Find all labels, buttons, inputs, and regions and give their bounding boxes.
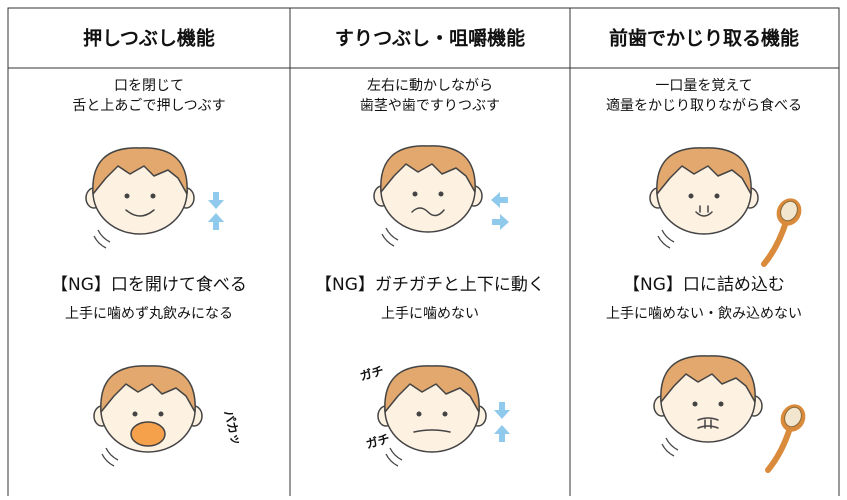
face-illustration <box>93 365 203 467</box>
ng-title: 【NG】口に詰め込む <box>623 275 785 295</box>
sound-effect: パカッ <box>221 409 244 447</box>
eye <box>412 191 418 197</box>
column-header: 前歯でかじり取る機能 <box>609 27 799 50</box>
eye <box>150 193 156 199</box>
eye <box>718 401 724 407</box>
ng-description: 上手に噛めない・飲み込めない <box>606 306 802 322</box>
mouth <box>697 417 719 429</box>
eye <box>692 401 698 407</box>
face-illustration <box>85 147 195 249</box>
mouth <box>411 207 445 217</box>
face-illustration <box>649 147 759 249</box>
hair <box>380 145 476 193</box>
hair <box>656 147 752 195</box>
ng-description: 上手に噛めない <box>381 306 479 322</box>
description-line: 左右に動かしながら <box>367 78 493 94</box>
eye <box>688 193 694 199</box>
arrow-icon <box>208 192 224 209</box>
face-illustration <box>653 355 763 457</box>
description-line: 歯茎や歯ですりつぶす <box>360 98 500 114</box>
motion-lines <box>101 447 119 467</box>
arrow-icon <box>492 214 509 230</box>
hair <box>92 147 188 195</box>
hair <box>100 365 196 413</box>
description-line: 一口量を覚えて <box>655 78 752 94</box>
column-header: 押しつぶし機能 <box>83 27 215 50</box>
eye <box>416 411 422 417</box>
arrow-icon <box>208 213 224 230</box>
sound-effect: ガチ <box>364 431 391 452</box>
ng-title: 【NG】ガチガチと上下に動く <box>315 275 545 295</box>
arrow-icon <box>494 402 510 419</box>
sound-effect: ガチ <box>358 363 385 384</box>
hair <box>384 365 480 413</box>
face-illustration <box>373 145 483 247</box>
arrow-icon <box>494 425 510 442</box>
spoon-handle <box>765 425 793 473</box>
motion-lines <box>657 229 675 249</box>
mouth <box>125 209 155 217</box>
hair <box>660 355 756 403</box>
face-illustration <box>377 365 487 467</box>
description-line: 舌と上あごで押しつぶす <box>72 98 225 114</box>
motion-lines <box>661 437 679 457</box>
description-line: 適量をかじり取りながら食べる <box>606 97 802 114</box>
description-line: 口を閉じて <box>114 78 184 94</box>
motion-lines <box>381 227 399 247</box>
table-border <box>7 7 840 500</box>
spoon-handle <box>761 219 789 267</box>
ng-title: 【NG】口を開けて食べる <box>51 275 247 295</box>
mouth <box>413 429 451 433</box>
mouth <box>130 421 166 447</box>
eye <box>714 193 720 199</box>
arrow-icon <box>491 192 508 208</box>
spoon-food <box>784 406 802 428</box>
eye <box>124 193 130 199</box>
eye <box>438 191 444 197</box>
eye <box>132 411 138 417</box>
mouth <box>695 205 713 217</box>
motion-lines <box>93 229 111 249</box>
ng-description: 上手に噛めず丸飲みになる <box>65 306 233 322</box>
motion-lines <box>385 447 403 467</box>
spoon-food <box>780 200 798 222</box>
eye <box>158 411 164 417</box>
column-header: すりつぶし・咀嚼機能 <box>335 27 525 50</box>
eye <box>442 411 448 417</box>
